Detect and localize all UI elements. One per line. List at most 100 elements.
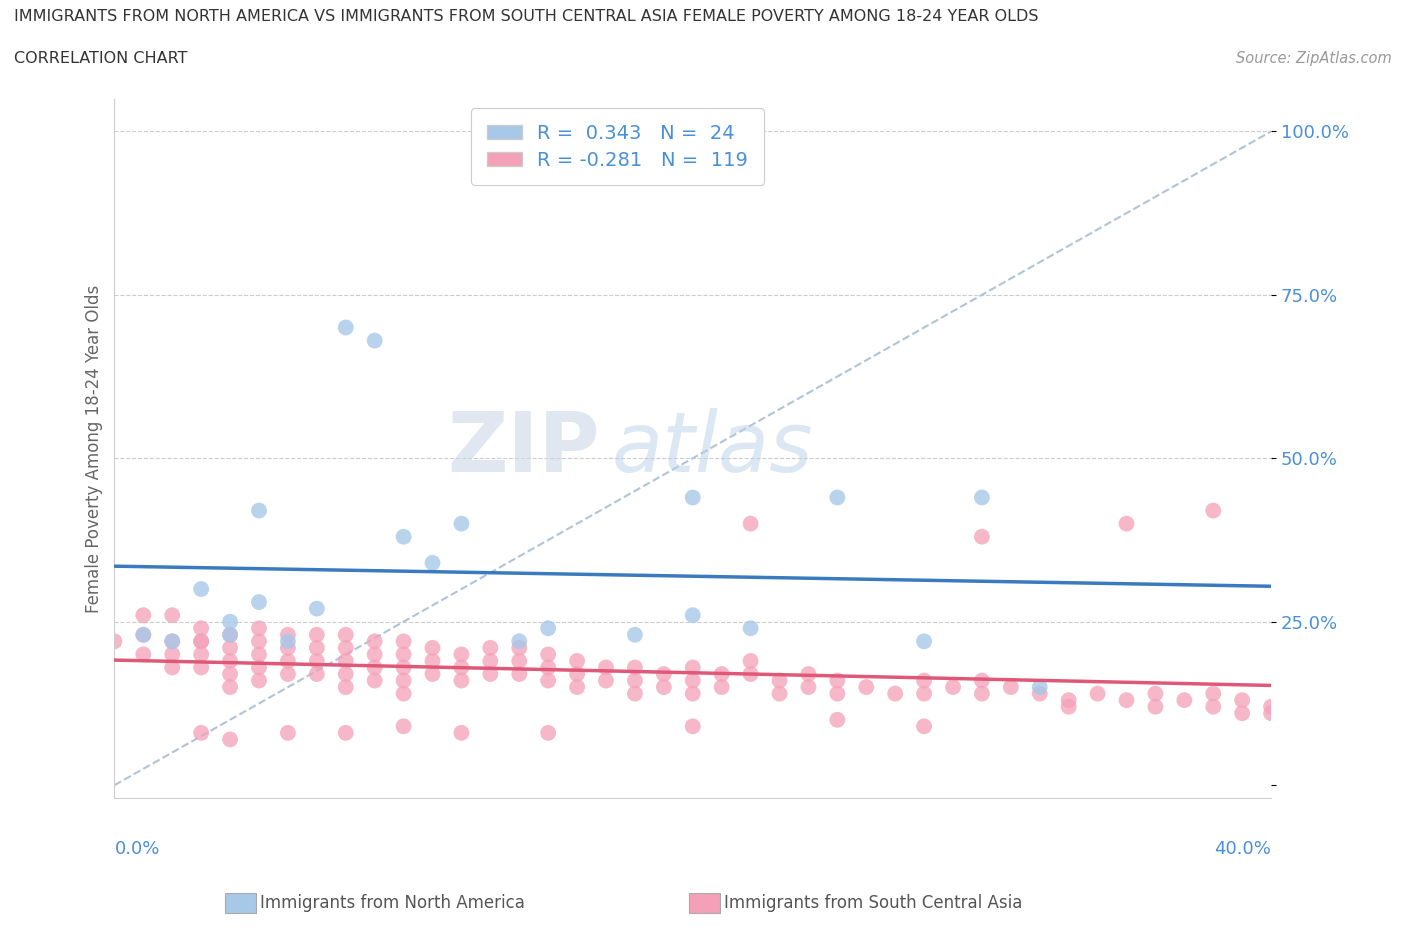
Point [682, 686, 704, 701]
Point [682, 490, 704, 505]
Point [537, 647, 560, 662]
Point [970, 673, 993, 688]
Point [652, 680, 675, 695]
Point [565, 680, 588, 695]
Point [624, 660, 647, 675]
Point [392, 660, 415, 675]
Text: Immigrants from North America: Immigrants from North America [260, 894, 524, 912]
Point [132, 607, 155, 622]
Point [827, 712, 849, 727]
Point [363, 333, 385, 348]
Point [190, 634, 212, 649]
Point [740, 516, 762, 531]
Point [450, 660, 472, 675]
Point [682, 719, 704, 734]
Point [624, 686, 647, 701]
Point [682, 673, 704, 688]
Point [1230, 693, 1253, 708]
Point [1029, 686, 1052, 701]
Point [190, 634, 212, 649]
Point [392, 673, 415, 688]
Point [450, 673, 472, 688]
Point [422, 667, 444, 682]
Point [912, 634, 935, 649]
Point [277, 654, 299, 669]
Point [392, 529, 415, 544]
Point [1057, 699, 1080, 714]
Point [392, 686, 415, 701]
Point [1029, 680, 1052, 695]
Point [450, 725, 472, 740]
Point [422, 555, 444, 570]
Point [162, 660, 184, 675]
Point [1202, 699, 1225, 714]
Point [219, 641, 242, 656]
Point [247, 647, 270, 662]
Point [1173, 693, 1195, 708]
Point [1260, 699, 1282, 714]
Point [219, 628, 242, 643]
Point [740, 654, 762, 669]
Point [827, 686, 849, 701]
Point [219, 654, 242, 669]
Point [1202, 686, 1225, 701]
Point [277, 641, 299, 656]
Point [162, 634, 184, 649]
Point [970, 529, 993, 544]
Point [479, 667, 502, 682]
Point [1144, 686, 1167, 701]
Point [710, 680, 733, 695]
Point [219, 667, 242, 682]
Point [219, 680, 242, 695]
Point [132, 628, 155, 643]
Point [335, 320, 357, 335]
Point [305, 654, 328, 669]
Point [970, 686, 993, 701]
Point [797, 680, 820, 695]
Point [335, 725, 357, 740]
Point [1230, 706, 1253, 721]
Point [624, 628, 647, 643]
Point [595, 673, 617, 688]
Point [450, 647, 472, 662]
Point [305, 628, 328, 643]
Point [190, 581, 212, 596]
Point [190, 725, 212, 740]
Point [247, 673, 270, 688]
Point [247, 634, 270, 649]
Point [277, 634, 299, 649]
Point [335, 641, 357, 656]
Point [363, 634, 385, 649]
Point [162, 607, 184, 622]
Point [537, 660, 560, 675]
Point [710, 667, 733, 682]
Point [682, 607, 704, 622]
Point [1115, 516, 1137, 531]
Point [884, 686, 907, 701]
Text: Source: ZipAtlas.com: Source: ZipAtlas.com [1236, 51, 1392, 66]
Point [624, 673, 647, 688]
Point [970, 490, 993, 505]
Point [595, 660, 617, 675]
Point [942, 680, 965, 695]
Point [1000, 680, 1022, 695]
Point [219, 628, 242, 643]
Point [363, 660, 385, 675]
Point [1144, 699, 1167, 714]
Point [508, 634, 530, 649]
Point [768, 673, 790, 688]
Point [537, 621, 560, 636]
Text: CORRELATION CHART: CORRELATION CHART [14, 51, 187, 66]
Point [392, 634, 415, 649]
Point [912, 686, 935, 701]
Point [565, 667, 588, 682]
Point [1202, 503, 1225, 518]
Point [392, 647, 415, 662]
Point [162, 634, 184, 649]
Point [1260, 706, 1282, 721]
Point [797, 667, 820, 682]
Point [247, 594, 270, 609]
Point [537, 673, 560, 688]
Point [277, 628, 299, 643]
Point [219, 615, 242, 630]
